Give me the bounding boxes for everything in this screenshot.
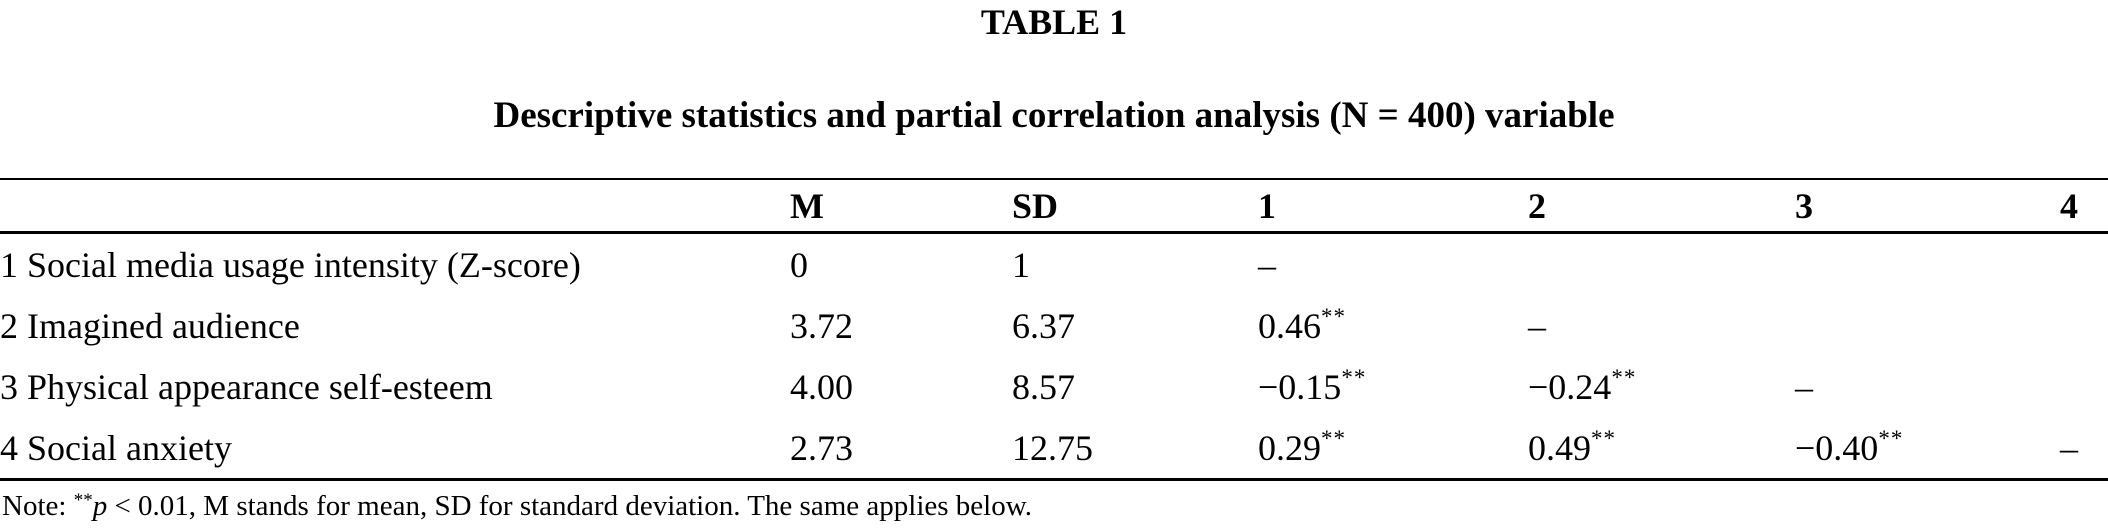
cell-corr-3	[1795, 233, 2060, 296]
row-label: 4 Social anxiety	[0, 427, 232, 468]
cell-corr-4	[2060, 356, 2108, 417]
note-p-symbol: p	[92, 490, 108, 522]
cell-corr-1: –	[1258, 233, 1528, 296]
note-significance-stars: **	[73, 490, 93, 511]
note-text: < 0.01, M stands for mean, SD for standa…	[107, 490, 1033, 522]
table-row: 1 Social media usage intensity (Z-score)…	[0, 233, 2108, 296]
corr-value: –	[2060, 427, 2078, 468]
table-row: 2 Imagined audience 3.72 6.37 0.46** –	[0, 295, 2108, 356]
significance-stars: **	[1321, 425, 1346, 451]
table-row: 4 Social anxiety 2.73 12.75 0.29** 0.49*…	[0, 417, 2108, 480]
row-label: 2 Imagined audience	[0, 305, 300, 346]
cell-corr-1: 0.46**	[1258, 295, 1528, 356]
cell-corr-2	[1528, 233, 1795, 296]
cell-corr-2: –	[1528, 295, 1795, 356]
table-note: Note: **p < 0.01, M stands for mean, SD …	[0, 489, 2108, 523]
cell-sd: 1	[1012, 244, 1030, 285]
column-header-4: 4	[2060, 185, 2078, 226]
cell-corr-4: –	[2060, 417, 2108, 480]
significance-stars: **	[1591, 425, 1616, 451]
significance-stars: **	[1341, 364, 1367, 390]
cell-corr-3: –	[1795, 356, 2060, 417]
significance-stars: **	[1878, 425, 1904, 451]
corr-value: –	[1258, 244, 1276, 285]
corr-value: –	[1795, 366, 1813, 407]
cell-sd: 6.37	[1012, 305, 1075, 346]
correlation-table: M SD 1 2 3 4 1 Social media usage intens…	[0, 178, 2108, 481]
corr-value: −0.40	[1795, 427, 1879, 468]
note-prefix: Note:	[2, 490, 74, 522]
column-header-m: M	[790, 185, 824, 226]
corr-value: 0.46	[1258, 305, 1321, 346]
significance-stars: **	[1611, 364, 1637, 390]
table-row: 3 Physical appearance self-esteem 4.00 8…	[0, 356, 2108, 417]
cell-corr-3: −0.40**	[1795, 417, 2060, 480]
cell-m: 3.72	[790, 305, 853, 346]
cell-m: 2.73	[790, 427, 853, 468]
cell-sd: 12.75	[1012, 427, 1093, 468]
column-header-3: 3	[1795, 185, 1813, 226]
table-body: 1 Social media usage intensity (Z-score)…	[0, 233, 2108, 480]
cell-corr-4	[2060, 233, 2108, 296]
row-label: 1 Social media usage intensity (Z-score)	[0, 244, 581, 285]
corr-value: −0.24	[1528, 366, 1612, 407]
column-header-1: 1	[1258, 185, 1276, 226]
significance-stars: **	[1321, 303, 1346, 329]
cell-corr-2: 0.49**	[1528, 417, 1795, 480]
cell-corr-1: −0.15**	[1258, 356, 1528, 417]
cell-corr-4	[2060, 295, 2108, 356]
corr-value: −0.15	[1258, 366, 1342, 407]
cell-corr-3	[1795, 295, 2060, 356]
cell-m: 4.00	[790, 366, 853, 407]
header-row: M SD 1 2 3 4	[0, 179, 2108, 233]
corr-value: –	[1528, 305, 1546, 346]
column-header-variable	[0, 179, 790, 233]
column-header-2: 2	[1528, 185, 1546, 226]
column-header-sd: SD	[1012, 185, 1059, 226]
table-caption: Descriptive statistics and partial corre…	[493, 95, 1615, 136]
cell-corr-2: −0.24**	[1528, 356, 1795, 417]
corr-value: 0.29	[1258, 427, 1321, 468]
table-header: M SD 1 2 3 4	[0, 179, 2108, 233]
cell-corr-1: 0.29**	[1258, 417, 1528, 480]
row-label: 3 Physical appearance self-esteem	[0, 366, 493, 407]
cell-sd: 8.57	[1012, 366, 1075, 407]
cell-m: 0	[790, 244, 808, 285]
corr-value: 0.49	[1528, 427, 1591, 468]
table-number-title: TABLE 1	[980, 2, 1128, 42]
